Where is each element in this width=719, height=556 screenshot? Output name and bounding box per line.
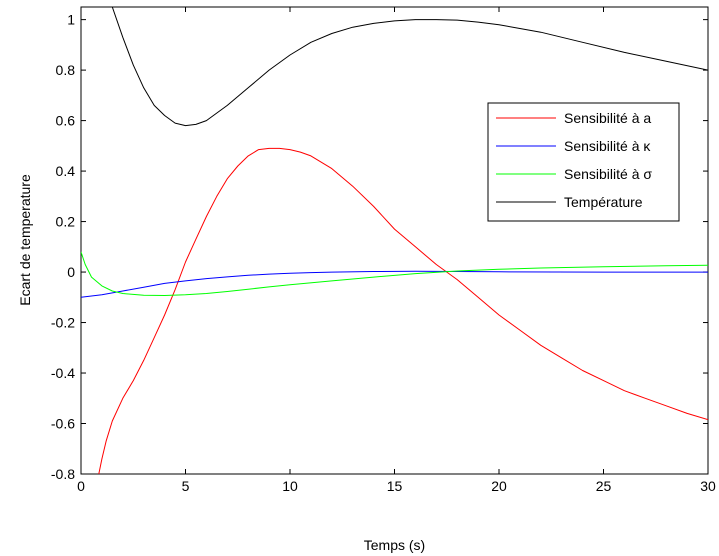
y-axis-title: Ecart de temperature xyxy=(17,174,33,306)
series-layer xyxy=(81,7,708,474)
x-tick-label: 0 xyxy=(77,478,85,494)
series-line-3 xyxy=(81,251,708,296)
legend-label-4: Température xyxy=(564,194,643,210)
y-tick-label: 0.6 xyxy=(56,113,76,129)
series-line-1 xyxy=(98,147,708,474)
legend: Sensibilité à a Sensibilité à κ Sensibilit… xyxy=(487,102,680,222)
y-tick-label: -0.8 xyxy=(51,466,75,482)
x-tick-label: 15 xyxy=(387,478,403,494)
y-axis-ticks: -0.8 -0.6 -0.4 -0.2 0 0.2 0.4 0.6 0.8 1 xyxy=(51,12,708,482)
x-axis-ticks: 0 5 10 15 20 25 30 xyxy=(77,7,716,494)
legend-box xyxy=(487,102,680,222)
y-tick-label: 1 xyxy=(67,12,75,28)
x-tick-label: 5 xyxy=(182,478,190,494)
x-axis-title: Temps (s) xyxy=(364,537,425,553)
x-tick-label: 30 xyxy=(700,478,716,494)
y-tick-label: -0.6 xyxy=(51,416,75,432)
plot-area xyxy=(80,6,709,475)
y-tick-label: 0.4 xyxy=(56,163,76,179)
x-tick-label: 10 xyxy=(282,478,298,494)
x-tick-label: 20 xyxy=(491,478,507,494)
y-tick-label: 0 xyxy=(67,264,75,280)
y-tick-label: 0.8 xyxy=(56,62,76,78)
legend-label-3: Sensibilité à σ xyxy=(564,166,652,182)
y-tick-label: 0.2 xyxy=(56,214,76,230)
y-tick-label: -0.2 xyxy=(51,315,75,331)
y-tick-label: -0.4 xyxy=(51,365,75,381)
series-line-4 xyxy=(111,7,708,127)
legend-label-1: Sensibilité à a xyxy=(564,110,651,126)
legend-label-2: Sensibilité à κ xyxy=(564,138,651,154)
x-tick-label: 25 xyxy=(596,478,612,494)
